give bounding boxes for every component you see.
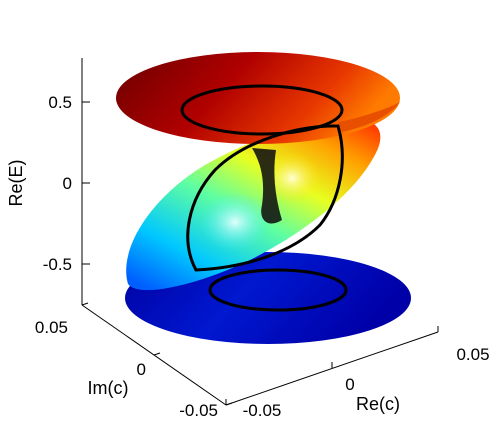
x-axis-label: Re(c) (356, 394, 400, 414)
z-ticks: 0.5 0 -0.5 (43, 93, 90, 274)
middle-sheet-highlight-yellow (262, 152, 322, 204)
z-tick-label: 0 (63, 174, 72, 193)
y-axis-label: Im(c) (88, 378, 129, 398)
branch-curve (180, 84, 348, 312)
middle-sheet-highlight-cyan (199, 192, 271, 252)
x-tick-label: 0 (345, 375, 354, 394)
upper-sheet-surface (116, 52, 400, 144)
x-tick-label: -0.05 (243, 401, 282, 420)
throat (252, 148, 282, 224)
x-ticks: -0.05 0 0.05 (225, 326, 490, 420)
x-axis-line (225, 331, 439, 406)
y-tick-mark (225, 402, 233, 406)
curve-upper-loop (180, 84, 344, 136)
curve-lower-loop (208, 268, 348, 312)
y-tick-mark (153, 352, 161, 356)
y-tick-label: 0.05 (35, 318, 68, 337)
z-tick-label: 0.5 (48, 93, 72, 112)
z-axis-label: Re(E) (6, 159, 26, 206)
y-tick-mark (81, 302, 89, 306)
y-ticks: 0.05 0 -0.05 (35, 302, 233, 420)
z-tick-label: -0.5 (43, 255, 72, 274)
upper-sheet (116, 52, 400, 144)
y-tick-label: 0 (137, 360, 146, 379)
upper-sheet-lip (338, 102, 400, 132)
x-tick-label: 0.05 (456, 345, 489, 364)
curve-middle-loop (186, 124, 344, 272)
y-tick-label: -0.05 (179, 401, 218, 420)
